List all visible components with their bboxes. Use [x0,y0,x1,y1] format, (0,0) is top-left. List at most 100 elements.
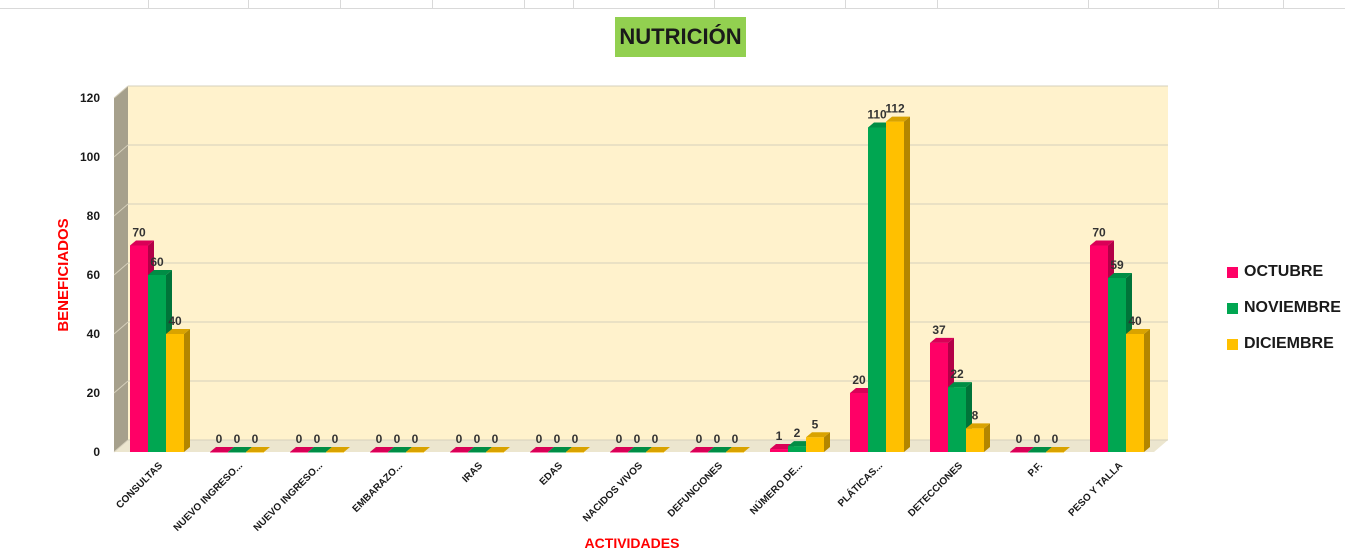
data-label: 110 [867,108,887,122]
y-tick-label: 40 [87,327,101,341]
data-label: 0 [412,432,419,446]
x-axis-title: ACTIVIDADES [585,535,680,551]
data-label: 60 [150,255,164,269]
bar-noviembre [788,446,806,452]
bar-top [1028,447,1052,452]
bar-diciembre [486,452,504,453]
data-label: 0 [456,432,463,446]
data-label: 0 [732,432,739,446]
bar-top [210,447,234,452]
bar-side [1144,329,1150,452]
data-label: 0 [634,432,641,446]
bar-diciembre [966,428,984,452]
bar-diciembre [406,452,424,453]
y-tick-label: 100 [80,150,100,164]
bar-top [370,447,394,452]
y-tick-label: 60 [87,268,101,282]
chart-legend: OCTUBRE NOVIEMBRE DICIEMBRE [1227,262,1341,370]
bar-noviembre [1028,452,1046,453]
x-tick-label: NUEVO INGRESO... [252,460,326,534]
bar-diciembre [726,452,744,453]
bar-side [184,329,190,452]
x-tick-label: PLÁTICAS... [835,459,886,510]
bar-octubre [930,342,948,452]
data-label: 112 [885,102,905,116]
bar-top [646,447,670,452]
bar-top [610,447,634,452]
gridline-side [113,85,129,99]
bar-top [1126,329,1150,334]
x-tick-label: DEFUNCIONES [666,460,725,519]
bar-octubre [530,452,548,453]
bar-top [1090,240,1114,246]
data-label: 0 [1016,432,1023,446]
data-label: 0 [572,432,579,446]
bar-top [1010,447,1034,452]
x-tick-label: CONSULTAS [114,460,165,511]
data-label: 0 [376,432,383,446]
data-label: 1 [776,429,783,443]
data-label: 20 [852,373,866,387]
bar-top [930,337,954,343]
bar-diciembre [326,452,344,453]
bar-top [566,447,590,452]
data-label: 0 [216,432,223,446]
x-tick-label: EDAS [538,460,566,488]
bar-noviembre [1108,277,1126,452]
x-tick-label: IRAS [460,460,485,485]
bar-diciembre [806,437,824,452]
bar-noviembre [308,452,326,453]
y-tick-label: 120 [80,91,100,105]
bar-diciembre [246,452,264,453]
bar-top [726,447,750,452]
data-label: 8 [972,408,979,422]
x-tick-label: NACIDOS VIVOS [581,460,645,524]
gridline-side [113,203,129,217]
data-label: 0 [1052,432,1059,446]
data-label: 0 [234,432,241,446]
legend-item-octubre: OCTUBRE [1227,262,1341,282]
bar-top [628,447,652,452]
bar-top [468,447,492,452]
gridline-side [113,380,129,394]
bar-top [1108,272,1132,278]
bar-top [450,447,474,452]
bar-top [406,447,430,452]
spreadsheet-grid [0,0,1345,9]
legend-label: DICIEMBRE [1244,335,1334,352]
bar-noviembre [868,127,886,452]
x-tick-label: EMBARAZO... [351,460,406,515]
bar-noviembre [548,452,566,453]
bar-top [130,240,154,246]
bar-top [246,447,270,452]
bar-top [966,423,990,429]
bar-octubre [210,452,228,453]
bar-diciembre [166,334,184,452]
bar-top [290,447,314,452]
x-tick-label: P.F. [1026,460,1045,479]
bar-side [904,116,910,452]
data-label: 2 [794,426,801,440]
bar-top [388,447,412,452]
bar-noviembre [708,452,726,453]
bar-octubre [370,452,388,453]
data-label: 40 [168,314,182,328]
bar-octubre [770,449,788,452]
bar-noviembre [148,275,166,452]
data-label: 0 [296,432,303,446]
y-axis-title: BENEFICIADOS [55,218,72,331]
bar-top [948,382,972,388]
bar-top [326,447,350,452]
bar-octubre [850,393,868,452]
bar-top [548,447,572,452]
data-label: 0 [394,432,401,446]
data-label: 0 [652,432,659,446]
data-label: 5 [812,417,819,431]
gridline-side [113,262,129,276]
bar-diciembre [1126,334,1144,452]
bar-noviembre [228,452,246,453]
bar-octubre [290,452,308,453]
chart-title: NUTRICIÓN [615,17,746,57]
data-label: 0 [492,432,499,446]
bar-diciembre [566,452,584,453]
